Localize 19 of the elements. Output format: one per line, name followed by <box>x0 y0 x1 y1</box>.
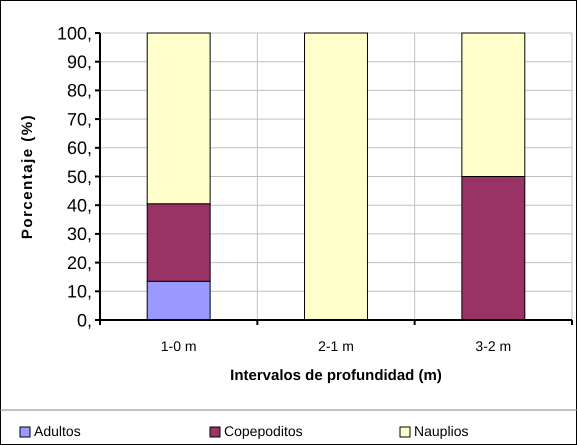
y-tick-label: 60, <box>66 138 92 158</box>
y-tick-label: 50, <box>66 166 92 187</box>
y-tick-label: 100, <box>56 23 92 44</box>
y-tick-label: 40, <box>66 196 92 216</box>
x-axis-title: Intervalos de profundidad (m) <box>230 367 442 384</box>
y-tick-label: 20, <box>66 252 92 273</box>
y-tick-label: 80, <box>66 80 92 101</box>
x-tick-label: 1-0 m <box>160 338 197 354</box>
y-tick-label: 30, <box>66 224 92 244</box>
legend-label: Adultos <box>34 423 81 439</box>
x-tick-label: 2-1 m <box>318 338 354 354</box>
y-tick-label: 70, <box>66 109 92 130</box>
legend-label: Nauplios <box>414 423 468 439</box>
y-tick-label: 0, <box>76 310 92 330</box>
y-tick-label: 90, <box>66 52 92 72</box>
x-tick-label: 3-2 m <box>475 338 512 354</box>
y-axis-title: Porcentaje (%) <box>19 114 36 240</box>
y-tick-label: 10, <box>66 282 92 302</box>
legend-label: Copepoditos <box>224 423 303 439</box>
